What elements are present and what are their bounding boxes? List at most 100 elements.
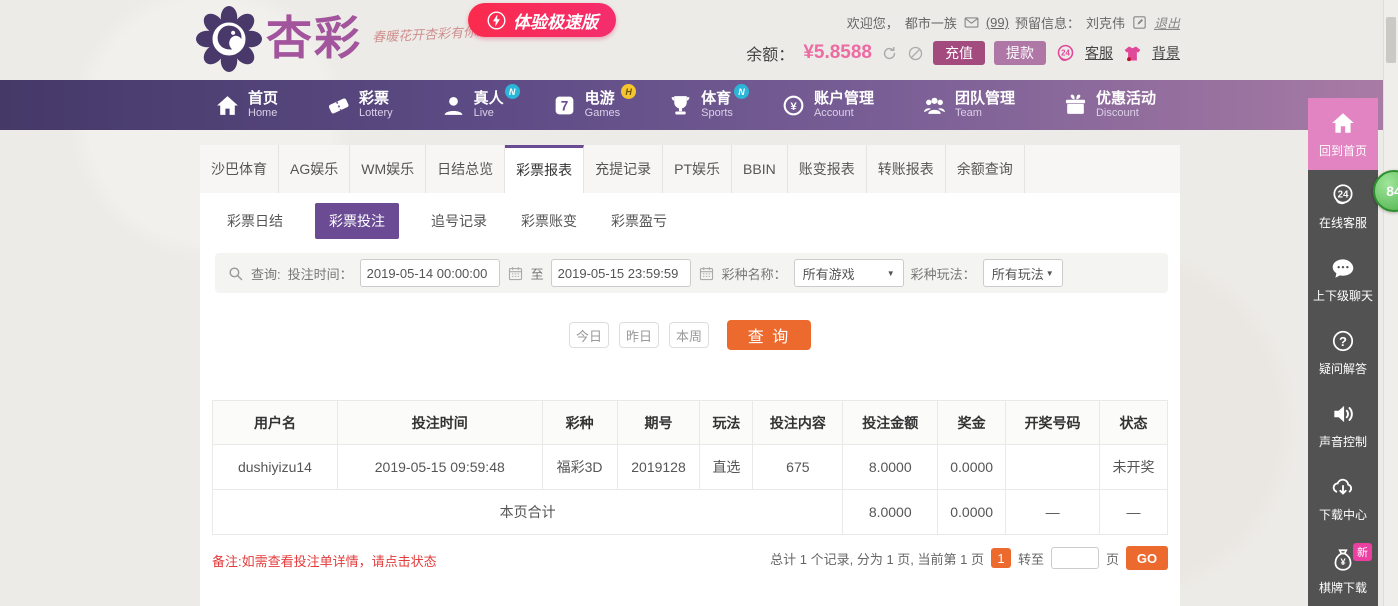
edit-icon[interactable] [1131,14,1148,31]
tab-daily-overview[interactable]: 日结总览 [426,145,506,193]
background-link[interactable]: 背景 [1152,45,1180,61]
cell-issue: 2019128 [616,444,701,490]
nav-team[interactable]: 团队管理 Team [922,91,1015,119]
main-nav: 首页 Home 彩票 Lottery 真人 Live N 7 电游 Games … [0,80,1383,130]
yesterday-button[interactable]: 昨日 [619,322,659,348]
mail-icon[interactable] [963,14,980,31]
tab-transfer-report[interactable]: 转账报表 [867,145,946,193]
svg-text:¥: ¥ [1340,557,1346,567]
goto-page-input[interactable] [1050,547,1099,569]
svg-text:¥: ¥ [790,100,797,112]
svg-text:24: 24 [1061,48,1070,57]
sidebar-item-service[interactable]: 24 在线客服 [1308,170,1378,243]
nav-lottery[interactable]: 彩票 Lottery [326,91,393,119]
today-button[interactable]: 今日 [569,322,609,348]
calendar-icon[interactable] [698,265,715,282]
nav-account[interactable]: ¥ 账户管理 Account [781,91,874,119]
tab-account-change[interactable]: 账变报表 [788,145,867,193]
sidebar-label: 在线客服 [1318,216,1367,230]
tab-wm[interactable]: WM娱乐 [350,145,427,193]
recharge-button[interactable]: 充值 [933,41,985,65]
sidebar-label: 回到首页 [1318,143,1367,158]
cell-draw-numbers [1005,444,1100,490]
col-play: 玩法 [699,400,754,445]
nav-games[interactable]: 7 电游 Games H [552,84,637,119]
nav-games-en: Games [584,107,621,119]
nav-live[interactable]: 真人 Live N [441,84,520,119]
sidebar-item-home[interactable]: 回到首页 [1308,98,1378,170]
scrollbar-thumb[interactable] [1386,17,1396,63]
nav-lottery-en: Lottery [359,107,393,119]
fast-version-button[interactable]: 体验极速版 [468,3,616,37]
nav-sports-zh: 体育 [701,90,732,107]
tab-bbin[interactable]: BBIN [732,145,788,193]
eye-off-icon[interactable] [907,45,924,62]
time-from-input[interactable] [359,259,500,287]
report-panel: 彩票日结 彩票投注 追号记录 彩票账变 彩票盈亏 查询: 投注时间： 至 彩种名… [200,193,1180,606]
sidebar-item-sound[interactable]: 声音控制 [1308,389,1378,462]
chevron-down-icon: ▼ [886,268,895,278]
svg-text:7: 7 [560,98,568,113]
refresh-icon[interactable] [881,45,898,62]
seven-icon: 7 [555,96,574,114]
nav-discount-zh: 优惠活动 [1095,90,1156,107]
tab-lottery-report[interactable]: 彩票报表 [505,145,585,193]
scrollbar-track[interactable] [1383,0,1398,606]
sidebar-item-chat[interactable]: 上下级聊天 [1308,243,1378,316]
brand-logo[interactable]: 杏彩 春暖花开杏彩有你! [196,6,480,72]
time-to-input[interactable] [550,259,691,287]
subtab-bets[interactable]: 彩票投注 [315,203,399,239]
nav-sports[interactable]: 体育 Sports N [668,84,749,119]
go-button[interactable]: GO [1126,546,1168,570]
page-1-button[interactable]: 1 [990,548,1011,568]
reserved-label: 预留信息： [1014,16,1080,31]
tab-balance-query[interactable]: 余额查询 [946,145,1025,193]
nav-games-zh: 电游 [584,90,615,107]
pagination: 总计 1 个记录, 分为 1 页, 当前第 1 页 1 转至 页 GO [770,546,1168,570]
search-icon [229,266,243,280]
coin-icon: ¥ [783,95,804,115]
tab-shaba-sports[interactable]: 沙巴体育 [200,145,279,193]
summary-dash: — [1099,489,1168,535]
sidebar-item-download[interactable]: 下载中心 [1308,462,1378,535]
summary-prize: 0.0000 [937,489,1007,535]
logout-link[interactable]: 退出 [1153,16,1180,31]
gift-icon [1065,94,1086,114]
col-bet-time: 投注时间 [336,400,543,445]
mail-count-link[interactable]: (99) [985,15,1009,30]
subtab-chase[interactable]: 追号记录 [431,213,487,229]
play-select[interactable]: 所有玩法 ▼ [982,259,1063,287]
subtab-daily[interactable]: 彩票日结 [227,213,283,229]
balance-value: ¥5.8588 [803,42,872,63]
table-row: dushiyizu14 2019-05-15 09:59:48 福彩3D 201… [212,444,1168,490]
query-button[interactable]: 查 询 [727,320,811,350]
tab-deposit-withdraw[interactable]: 充提记录 [584,145,664,193]
game-select-value: 所有游戏 [802,266,855,282]
week-button[interactable]: 本周 [669,322,709,348]
nav-home[interactable]: 首页 Home [215,91,278,119]
subtab-account-change[interactable]: 彩票账变 [521,213,577,229]
reserved-name: 刘克伟 [1085,16,1125,31]
subtab-profit[interactable]: 彩票盈亏 [611,213,667,229]
nav-account-zh: 账户管理 [813,90,874,107]
tab-ag[interactable]: AG娱乐 [279,145,351,193]
cell-username: dushiyizu14 [212,444,338,490]
col-game: 彩种 [541,400,618,445]
calendar-icon[interactable] [507,265,524,282]
cell-status-link[interactable]: 未开奖 [1099,444,1168,490]
ticket-icon [328,97,349,113]
sidebar-label: 棋牌下载 [1318,581,1367,595]
service-link[interactable]: 客服 [1085,45,1113,61]
withdraw-button[interactable]: 提款 [994,41,1046,65]
home-icon [217,95,238,115]
nav-home-en: Home [248,107,278,119]
sidebar-item-faq[interactable]: ? 疑问解答 [1308,316,1378,389]
nav-lottery-zh: 彩票 [359,90,390,107]
col-draw-numbers: 开奖号码 [1005,400,1100,445]
sidebar-item-games-download[interactable]: ¥ 新 棋牌下载 [1308,535,1378,606]
game-select[interactable]: 所有游戏 ▼ [793,259,904,287]
nav-account-en: Account [813,107,854,119]
nav-discount[interactable]: 优惠活动 Discount [1063,91,1156,119]
tab-pt[interactable]: PT娱乐 [663,145,733,193]
team-icon [924,97,945,114]
